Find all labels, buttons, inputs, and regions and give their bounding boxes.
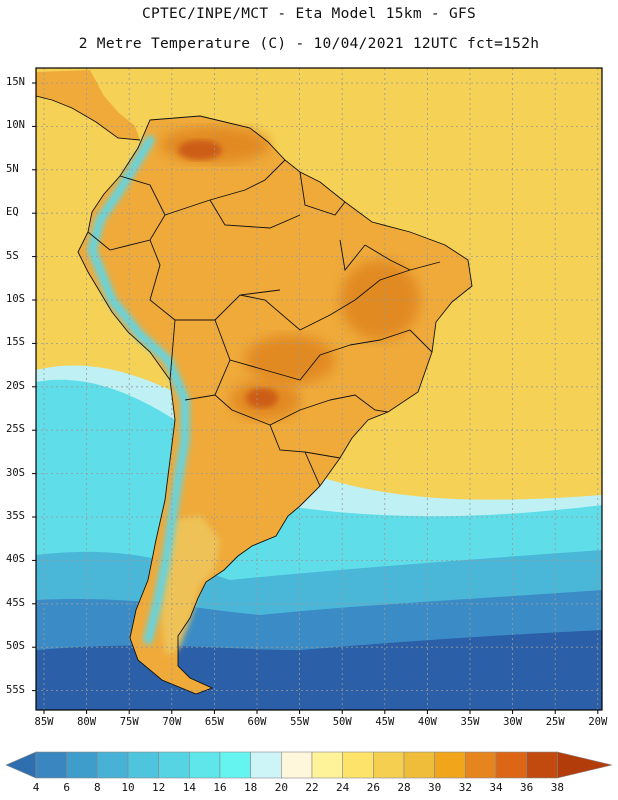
lat-label: 5S bbox=[6, 249, 19, 262]
colorbar-swatch bbox=[127, 751, 159, 779]
colorbar-swatch bbox=[158, 751, 190, 779]
colorbar-label: 14 bbox=[182, 781, 196, 794]
lon-label: 45W bbox=[375, 716, 395, 728]
lat-label: 10S bbox=[6, 293, 25, 305]
lat-label: 35S bbox=[6, 510, 25, 522]
colorbar-swatch bbox=[465, 751, 497, 779]
lon-label: 50W bbox=[332, 716, 352, 728]
colorbar-label: 20 bbox=[274, 781, 288, 794]
colorbar-arrow-low bbox=[5, 751, 37, 779]
lat-label: 15N bbox=[6, 76, 25, 88]
lon-label: 40W bbox=[417, 716, 437, 728]
colorbar-label: 10 bbox=[121, 781, 135, 794]
colorbar-label: 24 bbox=[336, 781, 350, 794]
colorbar-label: 16 bbox=[213, 781, 227, 794]
central-america bbox=[36, 70, 140, 140]
colorbar-swatch bbox=[526, 751, 558, 779]
lat-label: 15S bbox=[6, 336, 25, 349]
lat-label: 50S bbox=[6, 640, 25, 653]
colorbar-label: 34 bbox=[489, 781, 503, 794]
lon-label: 25W bbox=[545, 716, 565, 728]
colorbar-swatch bbox=[434, 751, 466, 779]
colorbar-swatch bbox=[281, 751, 313, 779]
country-borders bbox=[36, 95, 473, 695]
hottest-zone-paraguay bbox=[246, 388, 278, 408]
lon-label: 80W bbox=[77, 716, 97, 728]
colorbar-label: 28 bbox=[397, 781, 411, 794]
lat-label: 30S bbox=[6, 466, 25, 479]
lat-label: 40S bbox=[6, 553, 25, 566]
lat-label: 10N bbox=[6, 119, 25, 132]
colorbar-label: 8 bbox=[94, 781, 101, 794]
colorbar-swatch bbox=[250, 751, 282, 779]
lat-label: EQ bbox=[6, 206, 19, 219]
colorbar-label: 12 bbox=[152, 781, 166, 794]
colorbar-label: 4 bbox=[32, 781, 40, 794]
map-frame bbox=[35, 67, 603, 711]
title-variable: 2 Metre Temperature (C) - 10/04/2021 12U… bbox=[78, 36, 540, 52]
lat-label: 20S bbox=[6, 379, 25, 392]
lat-label: 5N bbox=[6, 162, 19, 175]
colorbar-swatch bbox=[373, 751, 405, 779]
lon-label: 60W bbox=[247, 716, 267, 728]
lon-label: 55W bbox=[290, 716, 310, 728]
lat-label: 45S bbox=[6, 596, 25, 609]
colorbar-swatch bbox=[97, 751, 129, 779]
hot-zone-center bbox=[245, 335, 335, 385]
lon-label: 75W bbox=[119, 716, 139, 728]
colorbar-label: 32 bbox=[458, 781, 472, 794]
colorbar-swatch bbox=[189, 751, 221, 779]
lon-label: 70W bbox=[162, 716, 182, 728]
colorbar bbox=[5, 751, 613, 779]
lon-label: 85W bbox=[34, 716, 54, 728]
colorbar-label: 26 bbox=[366, 781, 380, 794]
lon-label: 20W bbox=[588, 716, 608, 728]
colorbar-swatch bbox=[35, 751, 67, 779]
colorbar-label: 18 bbox=[244, 781, 258, 794]
colorbar-label: 6 bbox=[63, 781, 70, 794]
colorbar-swatch bbox=[311, 751, 343, 779]
colorbar-swatch bbox=[403, 751, 435, 779]
colorbar-arrow-high bbox=[557, 751, 613, 779]
colorbar-swatch bbox=[342, 751, 374, 779]
lon-label: 30W bbox=[503, 716, 523, 728]
colorbar-label: 38 bbox=[550, 781, 564, 794]
andes-cold-ridge bbox=[87, 135, 190, 645]
title-model: CPTEC/INPE/MCT - Eta Model 15km - GFS bbox=[141, 6, 477, 22]
lat-label: 25S bbox=[6, 423, 25, 436]
hottest-zone-venezuela bbox=[178, 140, 222, 160]
colorbar-label: 22 bbox=[305, 781, 319, 794]
axis-ticks bbox=[32, 82, 599, 714]
graticule bbox=[36, 68, 602, 710]
colorbar-swatch bbox=[219, 751, 251, 779]
patagonia-region bbox=[160, 515, 220, 655]
hot-zone-east bbox=[340, 260, 420, 340]
colorbar-swatch bbox=[66, 751, 98, 779]
colorbar-label: 36 bbox=[520, 781, 534, 794]
lat-label: 55S bbox=[6, 683, 25, 696]
colorbar-swatch bbox=[495, 751, 527, 779]
colorbar-label: 30 bbox=[428, 781, 442, 794]
lon-label: 35W bbox=[460, 716, 480, 728]
lon-label: 65W bbox=[204, 716, 224, 728]
